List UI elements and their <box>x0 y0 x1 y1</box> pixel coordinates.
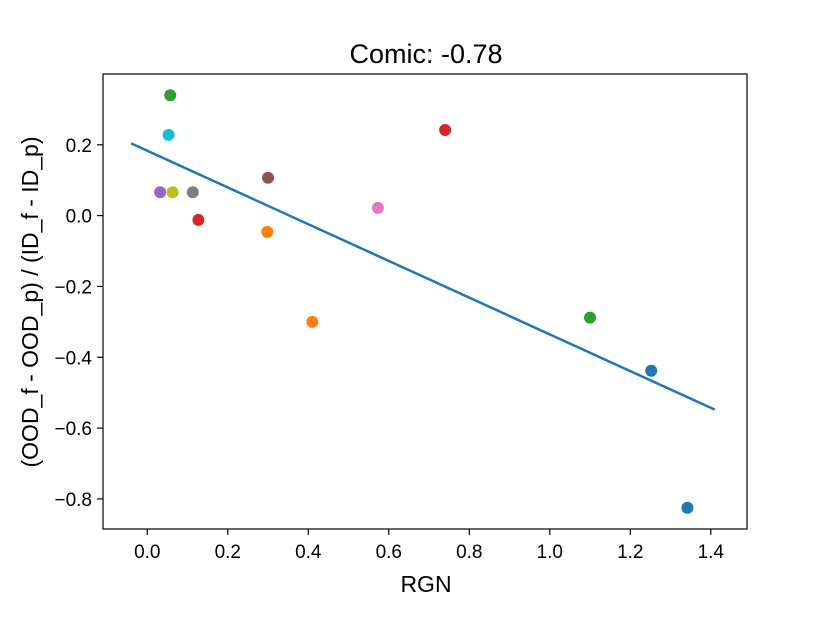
data-point-13 <box>681 501 694 514</box>
data-point-1 <box>162 128 175 141</box>
data-point-7 <box>262 171 275 184</box>
data-point-5 <box>192 213 205 226</box>
plot-frame <box>102 73 748 530</box>
x-tick-label: 1.4 <box>698 542 725 563</box>
chart-title: Comic: -0.78 <box>349 39 502 69</box>
x-axis: 0.0 0.2 0.4 0.6 0.8 1.0 1.2 1.4 <box>134 529 724 563</box>
x-axis-label: RGN <box>400 571 451 597</box>
y-tick-label: −0.4 <box>54 348 92 369</box>
plot-area <box>102 73 748 530</box>
y-tick-label: −0.6 <box>54 419 92 440</box>
x-tick-label: 0.0 <box>134 542 160 563</box>
x-tick-label: 0.2 <box>215 542 241 563</box>
y-axis-label: (OOD_f - OOD_p) / (ID_f - ID_p) <box>17 137 43 468</box>
data-point-0 <box>154 186 167 199</box>
data-point-12 <box>645 364 658 377</box>
data-point-6 <box>261 225 274 238</box>
data-point-9 <box>371 201 384 214</box>
data-point-11 <box>584 311 597 324</box>
x-tick-label: 1.0 <box>537 542 563 563</box>
y-axis: −0.8 −0.6 −0.4 −0.2 0.0 0.2 <box>54 136 103 511</box>
y-tick-label: −0.2 <box>54 277 92 298</box>
x-tick-label: 0.4 <box>295 542 322 563</box>
regression-line <box>130 142 716 411</box>
data-point-4 <box>186 186 199 199</box>
y-tick-label: −0.8 <box>54 490 92 511</box>
data-point-10 <box>439 123 452 136</box>
x-tick-label: 1.2 <box>617 542 643 563</box>
x-tick-label: 0.8 <box>456 542 482 563</box>
data-point-3 <box>166 186 179 199</box>
data-point-2 <box>164 89 177 102</box>
y-tick-label: 0.0 <box>66 207 92 228</box>
fit-line-layer <box>130 142 716 411</box>
points-layer <box>154 89 694 514</box>
data-point-8 <box>306 315 319 328</box>
x-tick-label: 0.6 <box>376 542 402 563</box>
y-tick-label: 0.2 <box>66 136 92 157</box>
